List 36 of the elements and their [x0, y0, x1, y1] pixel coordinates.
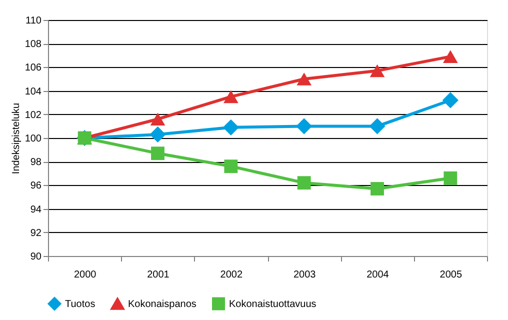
y-tick-label: 100	[24, 134, 42, 144]
y-tick-label: 98	[30, 157, 42, 168]
y-tick-label: 106	[24, 62, 42, 74]
y-tick-label: 104	[24, 86, 42, 98]
y-axis-title: Indeksipisteluku	[10, 102, 22, 174]
y-tick-label: 92	[30, 228, 42, 239]
point	[151, 146, 164, 160]
y-tick-label: 96	[30, 180, 42, 192]
point	[296, 72, 312, 86]
legend-label: Kokonaistuottavuus	[229, 298, 316, 310]
x-tick-label: 2001	[147, 270, 170, 280]
point	[443, 50, 458, 64]
x-tick-label: 2004	[366, 270, 390, 280]
point	[370, 64, 385, 78]
y-tick-label: 90	[30, 252, 42, 262]
y-tick-label: 110	[26, 16, 42, 26]
y-tick-label: 102	[24, 110, 42, 121]
point	[296, 118, 312, 134]
point	[222, 119, 239, 136]
point	[444, 171, 458, 185]
x-tick-label: 2003	[293, 270, 316, 280]
x-tick-label: 2002	[220, 270, 243, 280]
legend-label: Tuotos	[65, 298, 96, 310]
point	[370, 182, 384, 196]
legend-label: Kokonaispanos	[128, 299, 196, 310]
y-tick-label: 108	[24, 39, 42, 50]
point	[224, 160, 238, 174]
point	[297, 176, 311, 190]
point	[150, 126, 166, 143]
point	[224, 90, 238, 104]
point	[442, 92, 458, 108]
y-tick-label: 94	[30, 204, 42, 216]
point	[369, 118, 386, 134]
point	[150, 112, 166, 126]
x-tick-label: 2005	[440, 270, 462, 280]
x-tick-label: 2000	[74, 270, 97, 280]
